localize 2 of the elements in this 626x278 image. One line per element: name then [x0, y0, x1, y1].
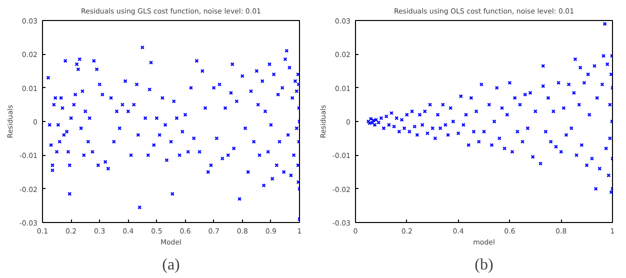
text: (a) [162, 256, 180, 274]
text: (b) [474, 256, 494, 274]
